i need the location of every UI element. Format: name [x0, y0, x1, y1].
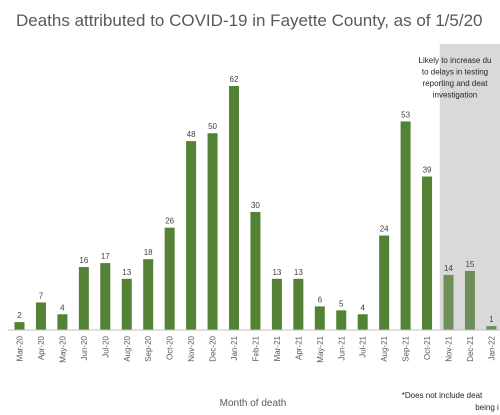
data-label: 17 [101, 252, 110, 261]
data-label: 14 [444, 264, 453, 273]
data-label: 50 [208, 122, 217, 131]
data-label: 2 [17, 311, 22, 320]
x-tick-labels: Mar-20 Apr-20 May-20 Jun-20 Jul-20 Aug-20 Sep-… [16, 335, 497, 362]
data-label: 4 [60, 303, 65, 312]
bar-may-20 [57, 314, 68, 330]
bar-may-21 [314, 306, 325, 330]
bar-mar-20 [14, 322, 25, 330]
annotation-line: reporting and deat [423, 79, 489, 88]
data-label: 24 [380, 225, 389, 234]
x-tick-label: May-21 [316, 335, 325, 362]
bar-nov-20 [186, 141, 197, 330]
x-tick-label: Mar-21 [273, 335, 282, 361]
x-tick-label: Jan-21 [230, 335, 239, 360]
bar-jan-22 [486, 326, 497, 330]
x-tick-label: Apr-21 [294, 335, 303, 360]
bar-mar-21 [271, 278, 282, 330]
chart-title: Deaths attributed to COVID-19 in Fayette… [16, 11, 483, 30]
x-tick-label: Aug-20 [123, 335, 132, 361]
data-label: 48 [187, 130, 196, 139]
x-tick-label: Mar-20 [16, 335, 25, 361]
bar-apr-20 [35, 302, 46, 330]
footnote-line: being i [475, 403, 499, 412]
x-tick-label: Jun-20 [80, 335, 89, 360]
bar-apr-21 [293, 278, 304, 330]
bar-sep-20 [143, 259, 154, 330]
x-tick-label: Oct-20 [166, 335, 175, 360]
footnote: *Does not include deat being i [402, 391, 499, 412]
bar-jun-21 [336, 310, 347, 330]
x-tick-label: Jul-21 [359, 335, 368, 357]
annotation-line: investigation [433, 91, 477, 100]
data-label: 62 [230, 75, 239, 84]
x-tick-label: Jun-21 [337, 335, 346, 360]
footnote-line: *Does not include deat [402, 391, 483, 400]
data-label: 18 [144, 248, 153, 257]
x-tick-label: Jan-22 [487, 335, 496, 360]
x-tick-label: Aug-21 [380, 335, 389, 361]
data-label: 15 [465, 260, 474, 269]
bar-jun-20 [78, 267, 89, 330]
data-label: 6 [318, 295, 323, 304]
annotation-line: Likely to increase du [419, 56, 492, 65]
data-label: 39 [423, 166, 432, 175]
bar-aug-20 [121, 278, 132, 330]
data-label: 30 [251, 201, 260, 210]
bar-feb-21 [250, 211, 261, 330]
x-tick-label: Dec-20 [209, 335, 218, 361]
data-label: 53 [401, 110, 410, 119]
x-tick-label: Nov-20 [187, 335, 196, 361]
data-label: 26 [165, 217, 174, 226]
bar-nov-21 [443, 274, 454, 330]
bar-labels: 2 7 4 16 17 13 18 26 48 50 62 30 13 13 6 5 4 24 53 39 14 15 1 [17, 75, 494, 324]
x-tick-label: Sep-20 [144, 335, 153, 361]
data-label: 16 [79, 256, 88, 265]
x-tick-label: Dec-21 [466, 335, 475, 361]
annotation: Likely to increase du to delays in testin… [419, 56, 492, 100]
bar-sep-21 [400, 121, 411, 330]
data-label: 5 [339, 299, 344, 308]
bar-oct-20 [164, 227, 175, 330]
x-axis-label: Month of death [220, 398, 287, 409]
data-label: 1 [489, 315, 494, 324]
x-tick-label: May-20 [58, 335, 67, 362]
x-tick-label: Oct-21 [423, 335, 432, 360]
x-tick-label: Sep-21 [402, 335, 411, 361]
data-label: 13 [272, 268, 281, 277]
bars [14, 86, 497, 330]
x-tick-label: Feb-21 [251, 335, 260, 361]
x-tick-label: Jul-20 [101, 335, 110, 357]
data-label: 13 [122, 268, 131, 277]
data-label: 13 [294, 268, 303, 277]
bar-jul-20 [100, 263, 111, 330]
bar-jan-21 [229, 86, 239, 330]
bar-oct-21 [422, 176, 433, 330]
bar-jul-21 [357, 314, 368, 330]
annotation-line: to delays in testing [422, 68, 488, 77]
x-tick-label: Nov-21 [445, 335, 454, 361]
data-label: 4 [360, 303, 365, 312]
data-label: 7 [39, 291, 44, 300]
bar-aug-21 [379, 235, 390, 330]
x-tick-label: Apr-20 [37, 335, 46, 360]
bar-dec-20 [207, 133, 218, 330]
bar-dec-21 [464, 270, 475, 330]
